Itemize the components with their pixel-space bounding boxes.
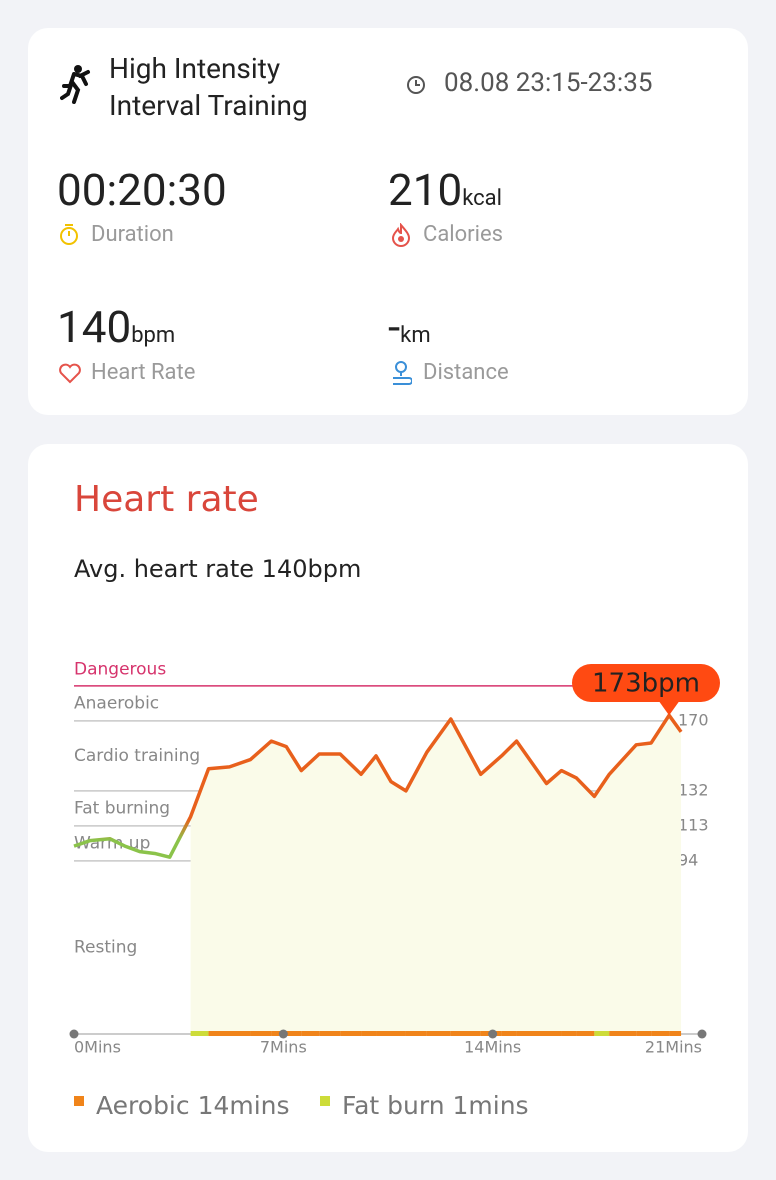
zone-strip (208, 1031, 230, 1036)
heart-rate-line (73, 713, 683, 859)
zone-strip (594, 1031, 610, 1036)
zone-strip (450, 1031, 481, 1036)
x-tick (69, 1029, 79, 1039)
stat-unit: kcal (462, 186, 502, 211)
x-tick-label: 7Mins (260, 1038, 307, 1057)
zone-strip (546, 1031, 562, 1036)
calories-icon (391, 223, 411, 247)
zone-strip (405, 1031, 427, 1036)
x-tick-label: 14Mins (464, 1038, 521, 1057)
stat: 210kcal (388, 165, 502, 215)
zone-strip (651, 1031, 670, 1036)
workout-title: High Intensity Interval Training (109, 52, 308, 122)
zone-strip (636, 1031, 652, 1036)
y-tick-label: 94 (678, 850, 698, 869)
x-tick (278, 1029, 288, 1039)
zone-label: Cardio training (74, 746, 200, 766)
chart-card: Heart rate Avg. heart rate 140bpm Restin… (28, 444, 748, 1152)
zone-strip (271, 1031, 287, 1036)
stat: -km (388, 302, 431, 352)
legend-swatch (320, 1096, 330, 1106)
legend-swatch (74, 1096, 84, 1106)
stat-label: Distance (423, 360, 509, 385)
zone-strip (250, 1031, 272, 1036)
stat-label: Heart Rate (91, 360, 196, 385)
zone-strip (229, 1031, 251, 1036)
zone-strip (609, 1031, 637, 1036)
zone-strip (190, 1031, 209, 1036)
zone-strip (501, 1031, 517, 1036)
zone-strip (361, 1031, 377, 1036)
workout-icon (60, 65, 90, 104)
stat-unit: bpm (131, 323, 176, 348)
duration-icon (60, 224, 78, 245)
zone-strip (516, 1031, 547, 1036)
x-tick-label: 0Mins (74, 1038, 121, 1057)
area (190, 715, 682, 1034)
y-tick-label: 132 (678, 780, 709, 799)
summary-card: High Intensity Interval Training 08.08 2… (28, 28, 748, 415)
x-tick (697, 1029, 707, 1039)
clock-icon (407, 76, 425, 94)
legend-label: Fat burn 1mins (342, 1091, 529, 1120)
zone-strip (390, 1031, 406, 1036)
zone-label: Fat burning (74, 798, 170, 818)
zone-strip (561, 1031, 577, 1036)
y-tick-label: 113 (678, 815, 709, 834)
zone-strip (426, 1031, 451, 1036)
distance-icon (393, 361, 412, 385)
legend-label: Aerobic 14mins (96, 1091, 290, 1120)
x-tick-label: 21Mins (645, 1038, 702, 1057)
chart-subtitle: Avg. heart rate 140bpm (74, 555, 361, 583)
stat-value: 00:20:30 (57, 164, 227, 216)
zone-strip (286, 1031, 302, 1036)
stat-value: - (388, 301, 401, 353)
chart: Heart rate Avg. heart rate 140bpm Restin… (69, 479, 720, 1120)
stat-value: 140 (57, 301, 132, 353)
chart-title: Heart rate (74, 479, 259, 520)
zone-strip (340, 1031, 362, 1036)
tooltip-label: 173bpm (592, 669, 700, 699)
zone-strip (301, 1031, 320, 1036)
stat: 140bpm (57, 302, 175, 352)
tooltip (572, 664, 720, 702)
y-tick-label: 170 (678, 710, 709, 729)
stat-unit: km (400, 323, 431, 348)
zone-strip (669, 1031, 682, 1036)
zone-label: Resting (74, 937, 137, 957)
x-tick (488, 1029, 498, 1039)
zone-strip (319, 1031, 341, 1036)
zone-strip (376, 1031, 391, 1036)
workout-time: 08.08 23:15-23:35 (444, 68, 653, 98)
zone-label: Anaerobic (74, 693, 159, 713)
stat-label: Calories (423, 222, 504, 247)
zone-label: Dangerous (74, 660, 166, 680)
zone-strip (576, 1031, 595, 1036)
heart-icon (59, 363, 81, 384)
stat-label: Duration (91, 222, 174, 247)
tooltip-pointer (659, 701, 680, 716)
stat-value: 210 (388, 164, 463, 216)
